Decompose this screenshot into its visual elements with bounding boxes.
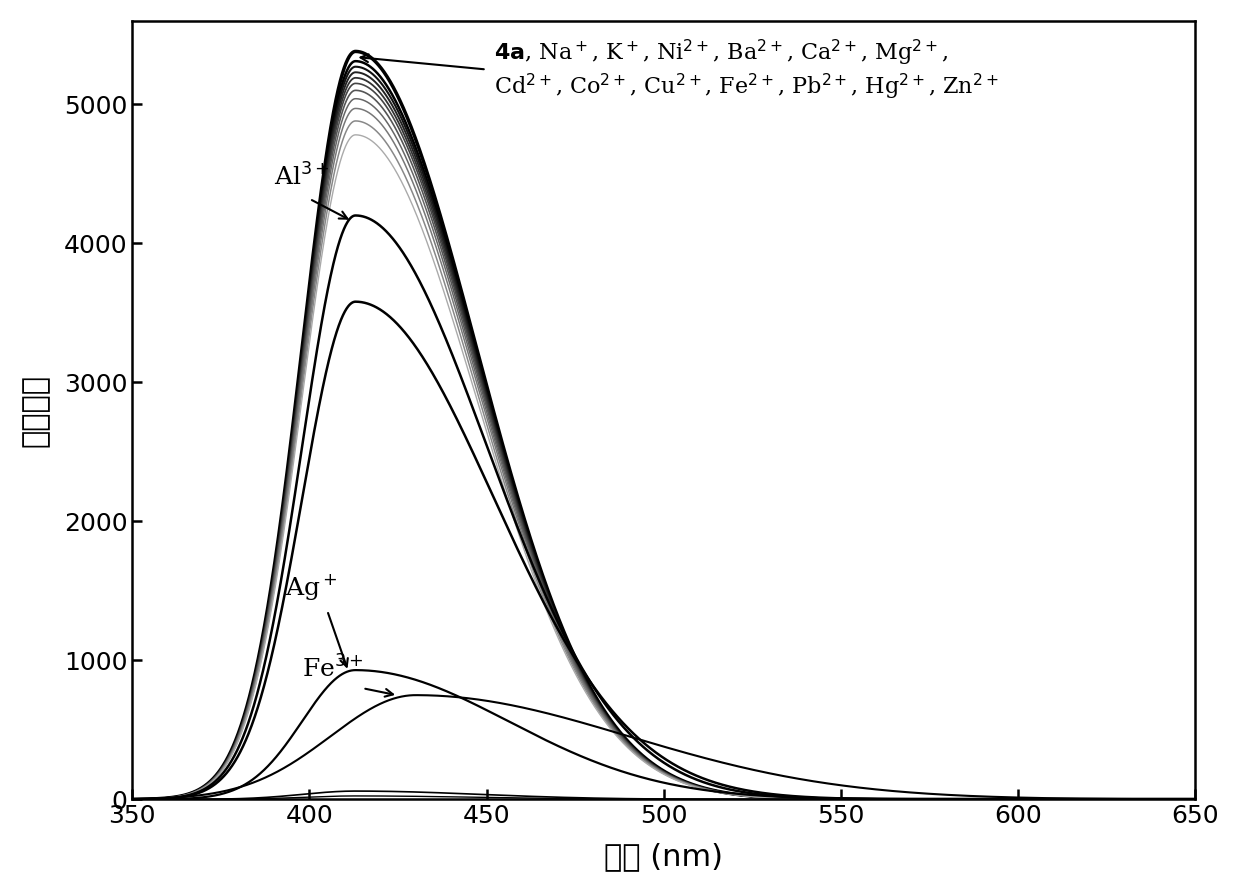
Text: Fe$^{3+}$: Fe$^{3+}$ (303, 656, 365, 682)
Text: Al$^{3+}$: Al$^{3+}$ (274, 163, 330, 191)
X-axis label: 波长 (nm): 波长 (nm) (604, 842, 723, 871)
Text: Ag$^+$: Ag$^+$ (285, 572, 337, 602)
Text: Cd$^{2+}$, Co$^{2+}$, Cu$^{2+}$, Fe$^{2+}$, Pb$^{2+}$, Hg$^{2+}$, Zn$^{2+}$: Cd$^{2+}$, Co$^{2+}$, Cu$^{2+}$, Fe$^{2+… (494, 72, 998, 103)
Y-axis label: 荧光强度: 荧光强度 (21, 374, 50, 447)
Text: $\mathbf{4a}$, Na$^+$, K$^+$, Ni$^{2+}$, Ba$^{2+}$, Ca$^{2+}$, Mg$^{2+}$,: $\mathbf{4a}$, Na$^+$, K$^+$, Ni$^{2+}$,… (494, 37, 949, 68)
